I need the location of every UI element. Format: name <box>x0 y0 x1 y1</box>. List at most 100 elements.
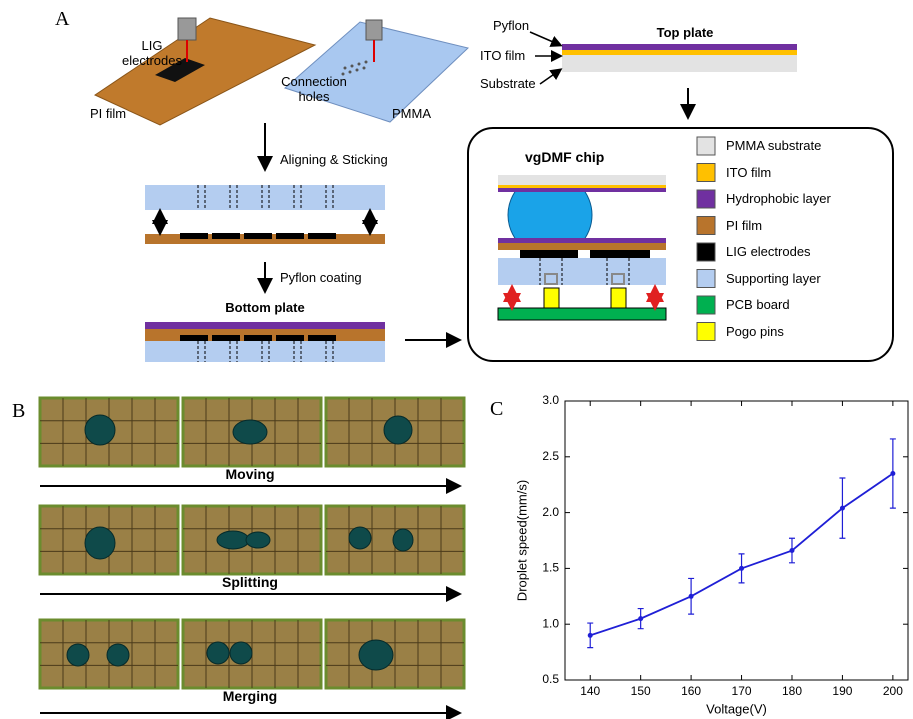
chip-hydrophobic <box>498 188 666 192</box>
legend-swatch <box>696 295 716 315</box>
laser-head <box>177 17 197 41</box>
legend-swatch <box>696 242 716 262</box>
step-label: Splitting <box>222 574 278 590</box>
support-layer <box>145 185 385 210</box>
data-point <box>789 548 795 554</box>
electrodes <box>180 233 336 239</box>
x-axis-label: Voltage(V) <box>706 701 767 716</box>
chip-substrate <box>498 175 666 185</box>
legend-swatch <box>696 216 716 235</box>
chart: 0.5 1.0 1.5 2.0 2.5 3.0 140 150 160 170 180 190 200 V… <box>514 393 909 716</box>
step-label: Merging <box>222 688 278 704</box>
legend-label: LIG electrodes <box>726 244 811 259</box>
legend-swatch <box>696 136 716 156</box>
pin-socket <box>611 273 625 285</box>
photo-droplet <box>245 531 271 549</box>
x-tick-label: 160 <box>681 684 701 698</box>
legend-swatch <box>696 163 716 182</box>
label: PI film <box>90 106 127 121</box>
droplet <box>507 192 593 238</box>
photo-panel <box>38 396 466 719</box>
legend-swatch <box>696 322 716 341</box>
chip-support <box>498 258 666 285</box>
chip-electrode <box>520 250 578 258</box>
data-point <box>839 505 845 511</box>
legend-label: Hydrophobic layer <box>726 191 831 206</box>
photo-droplet <box>216 530 250 550</box>
photo-droplet <box>206 641 230 665</box>
label: Aligning & Sticking <box>280 152 388 167</box>
panel-label: C <box>490 398 504 420</box>
chip-box <box>467 127 894 362</box>
holes <box>341 60 368 76</box>
x-tick-label: 140 <box>580 684 600 698</box>
chip-ito <box>498 185 666 188</box>
hole-lines <box>197 185 334 210</box>
x-tick-label: 200 <box>883 684 903 698</box>
photo-droplet <box>348 526 372 550</box>
step-label: Moving <box>225 466 275 482</box>
legend-label: PCB board <box>726 297 790 312</box>
y-tick-label: 1.0 <box>542 616 559 630</box>
label: Bottom plate <box>225 300 305 315</box>
hole-lines <box>539 258 630 285</box>
lig-pattern <box>155 58 205 82</box>
data-point <box>638 616 644 622</box>
data-point <box>890 471 896 477</box>
hydrophobic-layer <box>145 322 385 329</box>
drill-head <box>365 19 383 41</box>
photo-droplet <box>106 643 130 667</box>
legend-label: PMMA substrate <box>726 138 822 153</box>
data-point <box>587 632 593 638</box>
pyflon-layer <box>562 44 797 50</box>
pcb <box>497 307 667 321</box>
label: Top plate <box>656 25 714 40</box>
pin-socket <box>544 273 558 285</box>
y-tick-label: 0.5 <box>542 672 559 686</box>
label: Pyflon <box>493 18 530 33</box>
x-tick-label: 170 <box>732 684 752 698</box>
label: ITO film <box>480 48 526 63</box>
pi-film-sheet <box>93 17 317 126</box>
electrodes <box>180 335 336 341</box>
x-tick-label: 150 <box>631 684 651 698</box>
photo-droplet <box>232 419 268 445</box>
pogo-pin <box>543 287 560 309</box>
plot-frame <box>564 400 909 681</box>
chip-electrode <box>590 250 650 258</box>
label: Substrate <box>480 76 536 91</box>
legend-label: ITO film <box>726 164 772 180</box>
chip-hydrophobic <box>498 238 666 243</box>
pointer <box>539 68 563 85</box>
legend-label: Supporting layer <box>726 270 821 286</box>
panel-label: A <box>55 8 70 30</box>
pogo-pin <box>610 287 627 309</box>
ito-layer <box>562 50 797 55</box>
y-axis-label: Droplet speed(mm/s) <box>514 480 529 601</box>
x-tick-label: 180 <box>782 684 802 698</box>
photo-droplet <box>383 415 413 445</box>
photo-droplet <box>229 641 253 665</box>
pmma-sheet <box>284 21 470 123</box>
y-tick-label: 2.0 <box>542 505 559 519</box>
y-tick-label: 3.0 <box>542 393 559 407</box>
photo-droplet <box>392 528 414 552</box>
hole-lines <box>197 341 334 362</box>
support-layer <box>145 341 385 362</box>
legend-swatch <box>696 189 716 209</box>
substrate-layer <box>562 55 797 72</box>
photo-droplet <box>66 643 90 667</box>
label: Pyflon coating <box>280 270 362 285</box>
pointer <box>529 31 563 47</box>
label: LIG electrodes <box>122 38 182 68</box>
label: Connection holes <box>281 74 347 104</box>
y-tick-label: 2.5 <box>542 449 559 463</box>
panel-label: B <box>12 400 26 422</box>
data-point <box>688 593 694 599</box>
y-tick-label: 1.5 <box>542 561 559 575</box>
label: PMMA <box>392 106 431 121</box>
legend-label: Pogo pins <box>726 323 784 339</box>
photo-droplet <box>84 414 116 446</box>
